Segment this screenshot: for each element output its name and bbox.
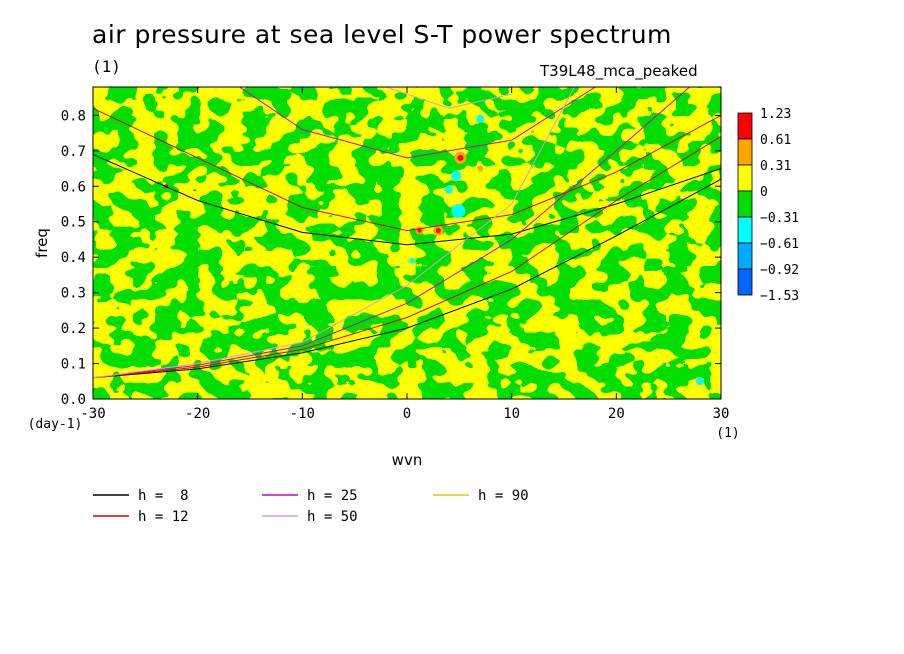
y-axis-label: freq bbox=[33, 228, 51, 258]
y-tick-label: 0.5 bbox=[61, 215, 86, 231]
legend: h = 8 h = 12 h = 25 h = 50 h = 90 bbox=[93, 488, 529, 525]
legend-label: h = 12 bbox=[138, 509, 189, 525]
x-tick-label: -30 bbox=[80, 406, 105, 422]
colorbar-swatch bbox=[737, 268, 753, 296]
run-label: T39L48_mca_peaked bbox=[540, 62, 698, 80]
dispersion-curve bbox=[93, 87, 690, 379]
field-feature bbox=[417, 228, 422, 233]
x-tick-label: 20 bbox=[608, 406, 625, 422]
y-tick-label: 0.7 bbox=[61, 144, 86, 160]
colorbar: 1.23 0.61 0.31 0 −0.31 −0.61 −0.92 −1.53 bbox=[737, 107, 799, 304]
colorbar-swatch bbox=[737, 242, 753, 270]
chart-title: air pressure at sea level S-T power spec… bbox=[92, 20, 672, 49]
y-axis-unit: (day-1) bbox=[28, 417, 83, 432]
dispersion-curve bbox=[93, 107, 721, 232]
x-tick-label: 30 bbox=[713, 406, 730, 422]
x-tick-label: -10 bbox=[290, 406, 315, 422]
dispersion-curve bbox=[93, 136, 721, 379]
x-tick-label: 0 bbox=[403, 406, 411, 422]
legend-label: h = 50 bbox=[307, 509, 358, 525]
x-axis: -30 -20 -10 0 10 20 30 bbox=[80, 87, 729, 422]
y-tick-label: 0.8 bbox=[61, 108, 86, 124]
field-feature bbox=[451, 170, 462, 181]
y-tick-label: 0.6 bbox=[61, 179, 86, 195]
legend-label: h = 90 bbox=[478, 488, 529, 504]
colorbar-swatch bbox=[737, 164, 753, 192]
y-tick-label: 0.4 bbox=[61, 250, 86, 266]
colorbar-label: 0.61 bbox=[760, 133, 791, 148]
spectrum-field bbox=[93, 87, 721, 399]
y-tick-label: 0.0 bbox=[61, 392, 86, 408]
dispersion-curve bbox=[93, 178, 721, 379]
x-axis-unit: (1) bbox=[716, 426, 739, 441]
colorbar-swatch bbox=[737, 112, 753, 140]
field-feature bbox=[409, 257, 416, 264]
dispersion-curves bbox=[93, 87, 721, 379]
legend-label: h = 8 bbox=[138, 488, 189, 504]
colorbar-label: −0.31 bbox=[760, 211, 799, 226]
colorbar-swatch bbox=[737, 216, 753, 244]
title-unit: (1) bbox=[92, 57, 121, 76]
x-axis-label: wvn bbox=[392, 451, 423, 469]
field-feature bbox=[476, 114, 485, 123]
y-tick-label: 0.2 bbox=[61, 321, 86, 337]
field-feature bbox=[696, 377, 705, 386]
y-axis: 0.0 0.1 0.2 0.3 0.4 0.5 0.6 0.7 0.8 bbox=[61, 108, 721, 408]
field-feature bbox=[477, 165, 484, 172]
dispersion-curve bbox=[385, 87, 512, 109]
field-feature bbox=[457, 154, 464, 161]
colorbar-swatch bbox=[737, 138, 753, 166]
field-feature bbox=[444, 185, 453, 194]
colorbar-label: −0.61 bbox=[760, 237, 799, 252]
colorbar-swatch bbox=[737, 190, 753, 218]
x-tick-label: -20 bbox=[185, 406, 210, 422]
colorbar-label: 1.23 bbox=[760, 107, 791, 122]
colorbar-label: −1.53 bbox=[760, 289, 799, 304]
y-tick-label: 0.3 bbox=[61, 286, 86, 302]
colorbar-label: 0.31 bbox=[760, 159, 791, 174]
dispersion-curve bbox=[239, 87, 596, 159]
dispersion-curve bbox=[93, 153, 721, 246]
field-feature bbox=[451, 204, 466, 219]
x-tick-label: 10 bbox=[503, 406, 520, 422]
colorbar-label: −0.92 bbox=[760, 263, 799, 278]
dispersion-curve bbox=[93, 87, 575, 379]
legend-label: h = 25 bbox=[307, 488, 358, 504]
y-tick-label: 0.1 bbox=[61, 357, 86, 373]
colorbar-label: 0 bbox=[760, 185, 768, 200]
field-feature bbox=[435, 228, 441, 234]
